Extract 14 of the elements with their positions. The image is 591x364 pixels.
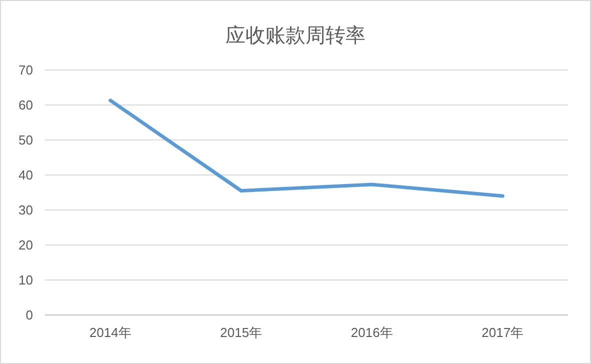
x-tick-label: 2016年 — [350, 325, 393, 340]
chart-title: 应收账款周转率 — [226, 25, 366, 47]
y-tick-label: 20 — [18, 238, 33, 252]
y-tick-label: 40 — [18, 168, 33, 182]
x-tick-label: 2015年 — [220, 325, 262, 340]
y-tick-label: 50 — [18, 132, 33, 148]
y-tick-label: 10 — [18, 272, 33, 288]
line-series — [108, 98, 504, 198]
y-tick-label: 30 — [18, 202, 33, 218]
y-tick-label: 70 — [18, 62, 33, 78]
y-tick-label: 60 — [18, 98, 33, 112]
y-tick-label: 0 — [26, 308, 33, 322]
x-tick-label: 2014年 — [89, 325, 132, 340]
x-tick-label: 2017年 — [482, 325, 524, 340]
